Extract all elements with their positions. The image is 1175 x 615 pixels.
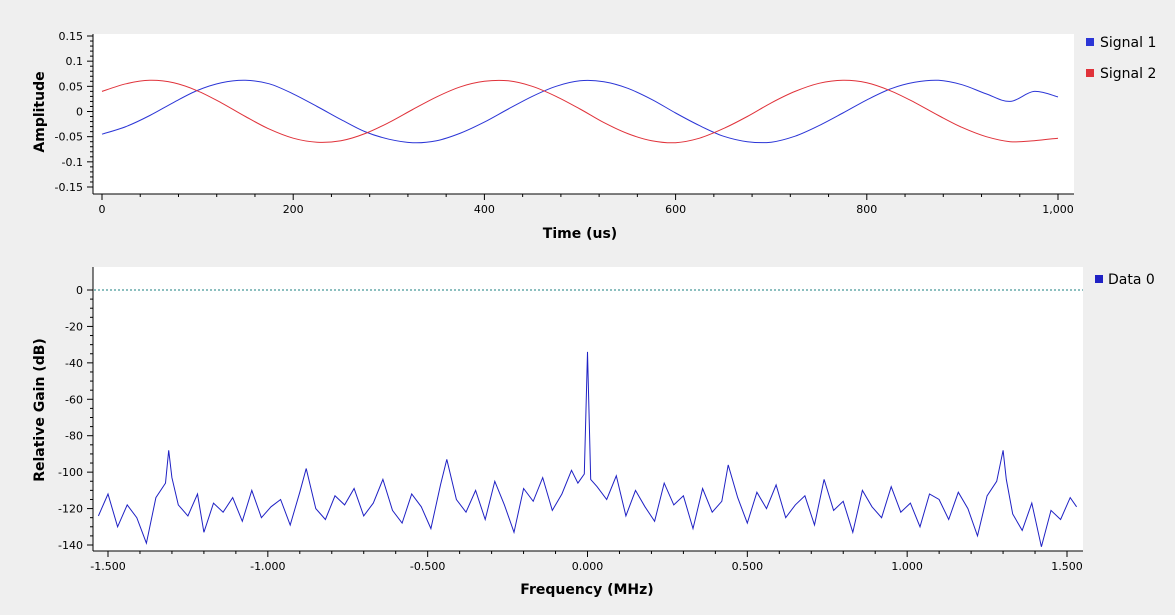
spectrum-plot-area[interactable]: [93, 267, 1083, 551]
legend-swatch-signal-2: [1086, 69, 1094, 77]
y-tick-label: 0.05: [59, 80, 84, 93]
x-tick-label: 1.500: [1051, 560, 1083, 573]
x-tick-label: 800: [856, 203, 877, 216]
frequency-x-axis-title: Frequency (MHz): [520, 582, 653, 598]
x-tick-label: 400: [474, 203, 495, 216]
time-x-axis-title: Time (us): [543, 226, 617, 242]
legend-swatch-data-0: [1095, 275, 1103, 283]
x-tick-label: -1.000: [250, 560, 285, 573]
y-tick-label: -80: [65, 430, 83, 443]
x-tick-label: 0.000: [572, 560, 604, 573]
legend-label-data-0: Data 0: [1108, 272, 1155, 288]
legend-label-signal-2: Signal 2: [1100, 66, 1156, 82]
spectrum-plot-axes: 0 -20 -40 -60 -80 -100 -120 -140 -1.500 -1.000 -0.…: [58, 267, 1083, 573]
time-y-axis-title: Amplitude: [32, 71, 48, 152]
x-tick-label: 0.500: [732, 560, 764, 573]
x-tick-label: 600: [665, 203, 686, 216]
time-legend: Signal 1 Signal 2: [1086, 35, 1156, 82]
y-tick-label: 0.15: [59, 30, 84, 43]
time-plot: 0.15 0.1 0.05 0 -0.05 -0.1 -0.15 0 200 400 600 800 1…: [32, 30, 1156, 242]
y-tick-label: -60: [65, 393, 83, 406]
y-tick-label: 0: [76, 106, 83, 119]
y-tick-label: -120: [58, 503, 83, 516]
spectrum-legend: Data 0: [1095, 272, 1155, 288]
y-tick-label: 0: [76, 284, 83, 297]
time-plot-area[interactable]: [93, 34, 1074, 194]
y-tick-label: 0.1: [66, 55, 84, 68]
y-tick-label: -0.05: [55, 131, 83, 144]
x-tick-label: 200: [283, 203, 304, 216]
frequency-y-axis-title: Relative Gain (dB): [32, 338, 48, 482]
y-tick-label: -140: [58, 539, 83, 552]
time-plot-series: [101, 79, 1059, 144]
y-tick-label: -100: [58, 466, 83, 479]
legend-swatch-signal-1: [1086, 38, 1094, 46]
series-line-data-0: [97, 351, 1078, 547]
x-tick-label: 1.000: [891, 560, 923, 573]
series-line-signal-2: [101, 79, 1059, 144]
y-tick-label: -40: [65, 357, 83, 370]
x-tick-label: -1.500: [90, 560, 125, 573]
spectrum-plot-series: [94, 289, 1083, 547]
series-line-signal-1: [101, 79, 1059, 144]
legend-label-signal-1: Signal 1: [1100, 35, 1156, 51]
x-tick-label: 1,000: [1042, 203, 1074, 216]
y-tick-label: -0.1: [62, 156, 83, 169]
y-tick-label: -0.15: [55, 181, 83, 194]
spectrum-plot: 0 -20 -40 -60 -80 -100 -120 -140 -1.500 -1.000 -0.…: [32, 267, 1155, 598]
x-tick-label: 0: [99, 203, 106, 216]
x-tick-label: -0.500: [410, 560, 445, 573]
time-plot-axes: 0.15 0.1 0.05 0 -0.05 -0.1 -0.15 0 200 400 600 800 1…: [55, 30, 1074, 216]
y-tick-label: -20: [65, 320, 83, 333]
